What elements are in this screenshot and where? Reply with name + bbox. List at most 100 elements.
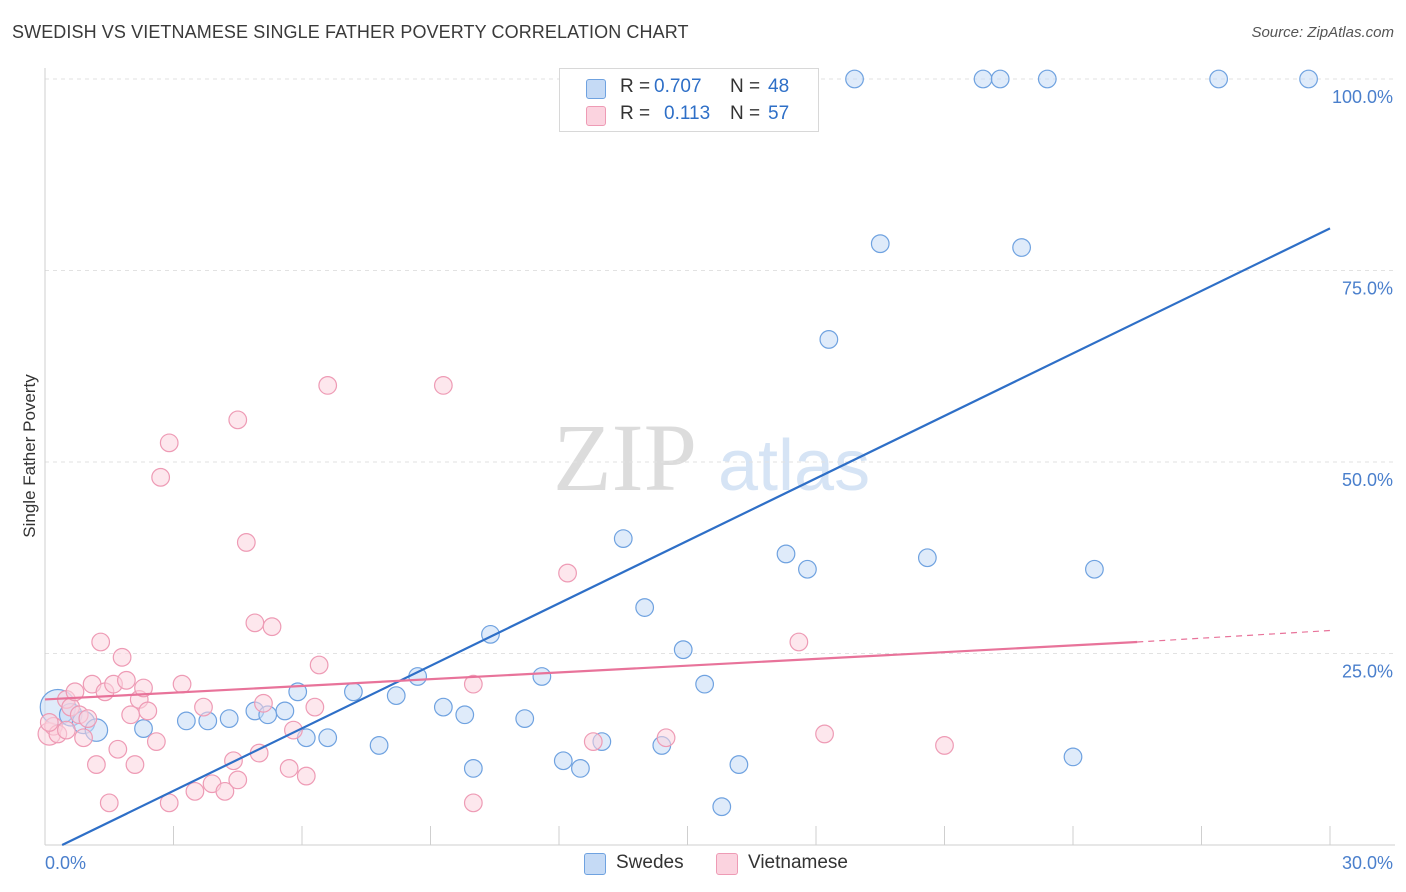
swedes-point	[433, 697, 453, 717]
legend-n-label: N =	[730, 76, 761, 97]
legend-n-label: N =	[730, 103, 761, 124]
vietnamese-trend-line	[44, 640, 1138, 701]
swedes-point	[515, 709, 535, 729]
swedes-point	[1299, 69, 1318, 89]
vietnamese-point	[236, 533, 256, 552]
swedes-point	[134, 719, 153, 738]
bottom-legend-label-vietnamese: Vietnamese	[748, 852, 848, 873]
vietnamese-point	[159, 433, 179, 453]
swedes-point	[386, 686, 406, 706]
legend-n-value: 48	[768, 76, 790, 97]
swedes-point	[845, 69, 864, 89]
vietnamese-point	[65, 682, 85, 702]
swedes-trend-line	[61, 227, 1331, 846]
swedes-point	[870, 234, 890, 254]
vietnamese-point	[215, 781, 235, 801]
swedes-point	[1085, 559, 1104, 579]
vietnamese-point	[228, 770, 248, 790]
vietnamese-point	[309, 655, 329, 675]
vietnamese-point	[296, 766, 316, 786]
vietnamese-point	[558, 563, 577, 583]
swedes-point	[275, 701, 295, 721]
swedes-point	[344, 682, 363, 702]
vietnamese-point	[815, 724, 834, 744]
watermark: ZIP atlas	[553, 404, 870, 511]
legend-r-value: 0.113	[664, 103, 711, 124]
trend-lines	[44, 227, 1331, 846]
x-tick-labels: 0.0% 30.0%	[45, 853, 1393, 873]
y-tick-label-100: 100.0%	[1332, 87, 1393, 107]
swedes-point	[776, 544, 796, 564]
chart-title: SWEDISH VS VIETNAMESE SINGLE FATHER POVE…	[12, 22, 689, 42]
swedes-point	[553, 751, 573, 771]
swedes-point	[1063, 747, 1083, 767]
swedes-point	[219, 709, 239, 729]
vietnamese-point	[194, 697, 213, 717]
swedes-point	[571, 759, 590, 778]
vietnamese-point	[121, 705, 141, 725]
legend-r-label: R =	[620, 76, 651, 97]
vietnamese-point	[789, 632, 809, 652]
swedes-point	[455, 705, 475, 725]
swedes-point	[973, 69, 993, 89]
vietnamese-point	[91, 632, 111, 652]
swedes-point	[673, 640, 693, 660]
vietnamese-point	[228, 410, 248, 430]
swedes-point	[176, 711, 196, 731]
legend-n-value: 57	[768, 103, 790, 124]
vietnamese-point	[583, 732, 603, 751]
vietnamese-point	[78, 709, 98, 729]
y-tick-label-75: 75.0%	[1342, 279, 1393, 299]
vietnamese-point	[463, 674, 483, 694]
vietnamese-point	[125, 755, 145, 774]
vietnamese-point	[254, 693, 273, 713]
y-tick-label-25: 25.0%	[1342, 662, 1393, 682]
vietnamese-point	[86, 755, 106, 774]
vietnamese-point	[116, 670, 136, 690]
swedes-point	[990, 69, 1010, 89]
vietnamese-point	[112, 647, 132, 667]
vietnamese-trend-extension	[1137, 629, 1331, 643]
y-tick-label-50: 50.0%	[1342, 470, 1393, 490]
swedes-point	[712, 797, 732, 817]
vietnamese-point	[99, 793, 119, 813]
vietnamese-point	[433, 376, 453, 395]
legend-r-value: 0.707	[654, 76, 702, 97]
swedes-point	[798, 559, 817, 579]
vietnamese-point	[279, 759, 299, 778]
vietnamese-point	[146, 732, 166, 751]
bottom-legend-swatch-swedes	[584, 853, 606, 875]
vietnamese-point	[138, 701, 158, 721]
bottom-legend-label-swedes: Swedes	[616, 852, 684, 873]
swedes-point	[729, 755, 749, 774]
vietnamese-point	[74, 728, 93, 748]
vietnamese-point	[172, 674, 192, 694]
vietnamese-point	[151, 467, 171, 487]
swedes-point	[635, 598, 655, 617]
x-tick-label-max: 30.0%	[1342, 853, 1393, 873]
swedes-point	[917, 548, 937, 568]
vietnamese-point	[39, 713, 59, 732]
legend-swatch-swedes	[586, 79, 606, 99]
vietnamese-point	[245, 613, 265, 633]
bottom-legend-swatch-vietnamese	[716, 853, 738, 875]
legend-r-label: R =	[620, 103, 651, 124]
vietnamese-point	[935, 736, 954, 755]
vietnamese-point	[262, 617, 282, 637]
swedes-point	[532, 667, 552, 686]
legend-swatch-vietnamese	[586, 106, 606, 126]
swedes-point	[463, 759, 483, 778]
vietnamese-point	[185, 781, 205, 801]
watermark-zip: ZIP	[553, 404, 697, 511]
vietnamese-point	[318, 376, 338, 395]
swedes-point	[819, 330, 839, 349]
swedes-point	[695, 674, 715, 694]
vietnamese-point	[57, 720, 76, 740]
swedes-point	[1012, 238, 1031, 257]
source-note: Source: ZipAtlas.com	[1251, 24, 1394, 41]
x-tick-label-min: 0.0%	[45, 853, 86, 873]
gridlines	[45, 78, 1395, 654]
vietnamese-points	[37, 376, 954, 813]
swedes-point	[369, 736, 389, 755]
